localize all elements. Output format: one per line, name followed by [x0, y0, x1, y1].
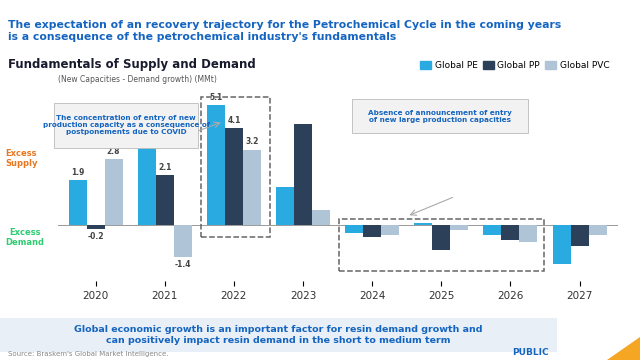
Bar	[243, 149, 261, 225]
Polygon shape	[607, 337, 640, 360]
Text: Excess
Demand: Excess Demand	[5, 228, 44, 247]
Bar	[345, 225, 363, 233]
Text: is a consequence of the petrochemical industry's fundamentals: is a consequence of the petrochemical in…	[8, 32, 396, 42]
Text: Profitability in the petrochemical industry: Profitability in the petrochemical indus…	[4, 41, 206, 50]
Text: 1.9: 1.9	[71, 168, 84, 177]
Bar	[363, 225, 381, 238]
Bar	[68, 180, 86, 225]
Text: (New Capacities - Demand growth) (MMt): (New Capacities - Demand growth) (MMt)	[58, 75, 216, 84]
Text: -1.4: -1.4	[175, 260, 191, 269]
Bar	[381, 225, 399, 235]
Bar	[451, 225, 468, 230]
Bar	[225, 129, 243, 225]
Text: PUBLIC: PUBLIC	[512, 348, 548, 357]
Text: 3.4: 3.4	[140, 133, 154, 142]
Bar	[589, 225, 607, 235]
Text: The concentration of entry of new
production capacity as a consequence of
postpo: The concentration of entry of new produc…	[43, 115, 209, 135]
Bar	[104, 159, 123, 225]
Bar	[432, 225, 451, 250]
Text: 4.1: 4.1	[227, 116, 241, 125]
Bar	[138, 145, 156, 225]
Bar	[201, 97, 270, 238]
Bar	[156, 175, 173, 225]
Text: 2.8: 2.8	[107, 147, 120, 156]
Bar	[276, 187, 294, 225]
Text: 2.1: 2.1	[158, 163, 172, 172]
Text: -0.2: -0.2	[88, 232, 104, 241]
Text: Global economic growth is an important factor for resin demand growth and: Global economic growth is an important f…	[74, 325, 483, 334]
Bar	[339, 219, 543, 271]
Text: Fundamentals of Supply and Demand: Fundamentals of Supply and Demand	[8, 58, 255, 71]
Bar	[173, 225, 192, 257]
Bar	[207, 105, 225, 225]
Bar	[414, 223, 432, 225]
Text: Source: Braskem's Global Market Intelligence.: Source: Braskem's Global Market Intellig…	[8, 351, 168, 357]
Bar	[312, 211, 330, 225]
Bar	[520, 225, 538, 242]
Bar	[86, 225, 104, 229]
Bar	[571, 225, 589, 246]
Text: 5.1: 5.1	[209, 93, 223, 102]
Bar	[552, 225, 571, 264]
Bar	[483, 225, 502, 235]
Text: Excess
Supply: Excess Supply	[5, 149, 38, 168]
Text: The expectation of an recovery trajectory for the Petrochemical Cycle in the com: The expectation of an recovery trajector…	[8, 20, 561, 30]
Bar	[502, 225, 520, 240]
Text: Absence of announcement of entry
of new large production capacities: Absence of announcement of entry of new …	[369, 110, 512, 123]
Text: 3.2: 3.2	[245, 138, 259, 147]
Legend: Global PE, Global PP, Global PVC: Global PE, Global PP, Global PVC	[417, 58, 613, 74]
Bar	[294, 124, 312, 225]
Text: can positively impact resin demand in the short to medium term: can positively impact resin demand in th…	[106, 336, 451, 346]
Text: Braskem: Braskem	[567, 330, 605, 339]
